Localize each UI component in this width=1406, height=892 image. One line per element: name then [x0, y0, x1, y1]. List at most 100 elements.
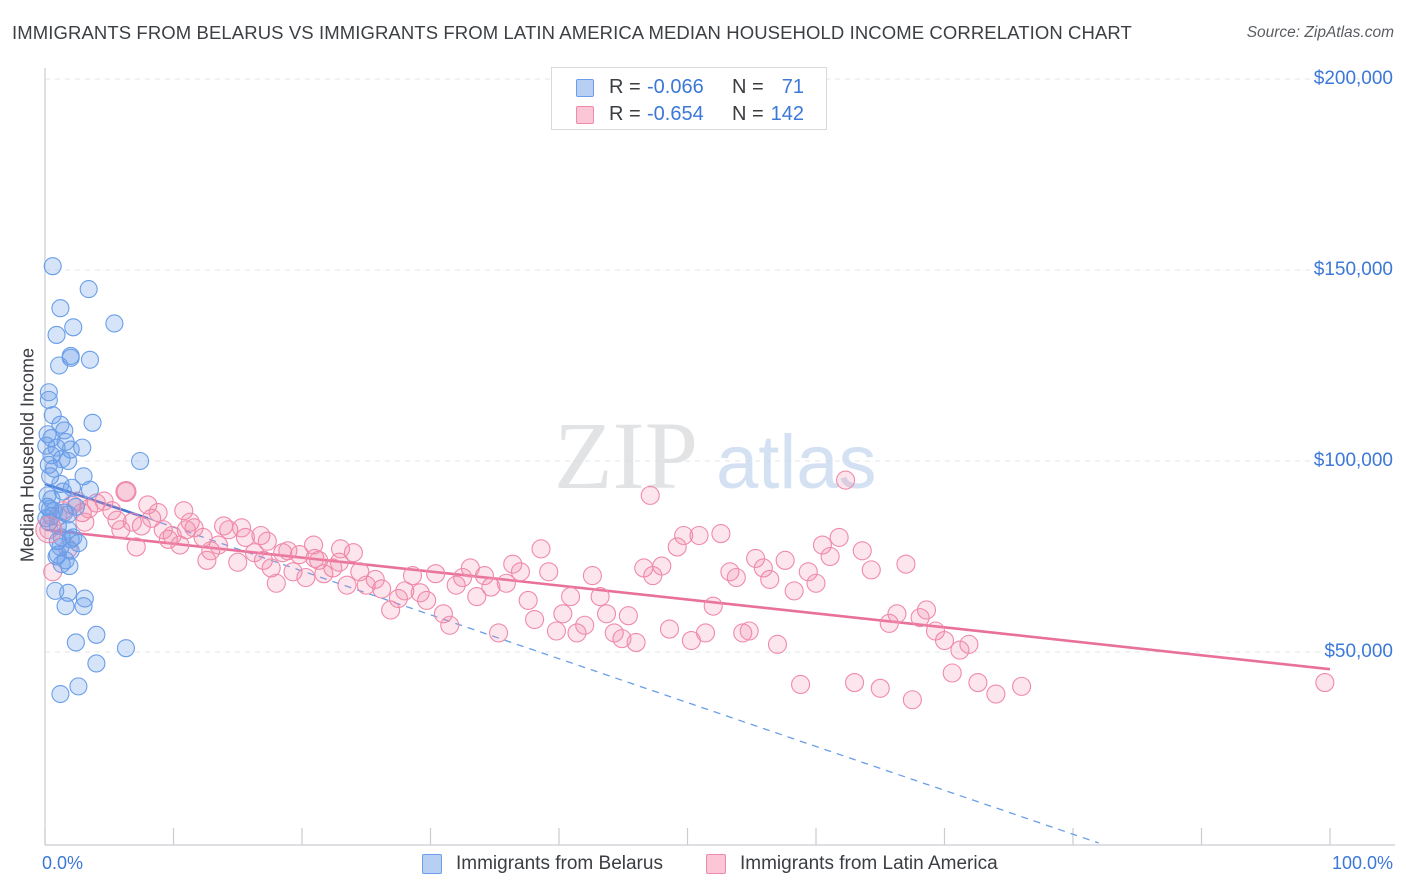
- point-latin-america: [546, 621, 566, 641]
- point-latin-america: [934, 630, 955, 651]
- point-latin-america: [126, 537, 146, 557]
- point-belarus: [80, 480, 100, 499]
- point-latin-america: [86, 493, 106, 513]
- point-latin-america: [278, 541, 298, 561]
- point-latin-america: [968, 673, 988, 693]
- point-latin-america: [232, 518, 252, 538]
- y-tick-label: $50,000: [1324, 641, 1393, 662]
- point-latin-america: [116, 482, 136, 502]
- point-latin-america: [861, 560, 881, 580]
- series-label-latin: Immigrants from Latin America: [740, 853, 998, 874]
- point-belarus: [48, 532, 67, 551]
- point-latin-america: [582, 566, 602, 586]
- point-latin-america: [812, 535, 832, 555]
- point-latin-america: [618, 606, 638, 626]
- point-latin-america: [417, 590, 437, 610]
- point-latin-america: [440, 615, 460, 635]
- point-latin-america: [162, 525, 182, 546]
- point-belarus: [47, 325, 66, 344]
- point-latin-america: [775, 550, 795, 570]
- legend-n-value: 142: [770, 103, 804, 125]
- point-latin-america: [208, 535, 229, 555]
- point-latin-america-large: [115, 481, 137, 503]
- correlation-legend: R = -0.066 N = 71 R = -0.654 N = 142: [551, 67, 827, 130]
- point-latin-america: [767, 634, 788, 654]
- point-latin-america: [612, 629, 632, 649]
- watermark: ZIP atlas: [554, 402, 877, 509]
- point-latin-america: [1012, 676, 1032, 696]
- grid-lines: [45, 78, 1395, 653]
- series-swatch-belarus: [422, 854, 442, 874]
- point-latin-america: [388, 588, 408, 609]
- point-latin-america: [75, 512, 95, 532]
- point-belarus: [74, 597, 93, 616]
- point-latin-america: [148, 503, 168, 523]
- y-tick-label: $100,000: [1313, 450, 1393, 471]
- point-latin-america: [289, 545, 309, 565]
- point-latin-america: [138, 495, 158, 515]
- point-latin-america: [481, 577, 501, 597]
- point-latin-america: [659, 619, 680, 639]
- point-latin-america: [107, 510, 127, 530]
- point-latin-america: [887, 604, 907, 624]
- point-latin-america: [896, 554, 916, 574]
- point-latin-america: [652, 556, 672, 576]
- point-latin-america: [695, 623, 716, 643]
- point-latin-america: [453, 567, 473, 588]
- point-latin-america: [94, 491, 114, 511]
- legend-r-label: R =: [609, 103, 641, 125]
- point-latin-america: [474, 566, 495, 586]
- point-latin-america: [330, 539, 351, 559]
- legend-r-value: -0.066: [647, 76, 704, 98]
- point-latin-america: [829, 527, 849, 547]
- point-latin-america: [539, 562, 559, 582]
- point-latin-america: [257, 531, 277, 551]
- point-latin-america: [1315, 673, 1335, 693]
- point-belarus: [53, 482, 73, 501]
- point-latin-america: [575, 615, 595, 635]
- point-latin-america: [703, 596, 723, 616]
- series-label-belarus: Immigrants from Belarus: [456, 853, 663, 874]
- point-belarus: [59, 583, 78, 602]
- point-latin-america: [261, 558, 281, 578]
- chart-source: Source: ZipAtlas.com: [1246, 24, 1394, 41]
- axes: [44, 68, 1395, 846]
- point-latin-america: [410, 583, 430, 603]
- point-latin-america: [266, 573, 286, 593]
- point-belarus: [116, 639, 136, 658]
- point-belarus: [66, 633, 85, 652]
- point-latin-america: [467, 587, 487, 607]
- point-latin-america: [942, 663, 962, 683]
- point-latin-america: [561, 587, 581, 607]
- point-latin-america: [503, 554, 523, 574]
- point-latin-america: [102, 501, 122, 521]
- point-belarus: [131, 451, 150, 471]
- point-latin-america: [43, 562, 63, 582]
- point-latin-america: [214, 516, 234, 536]
- point-belarus: [66, 497, 85, 516]
- point-latin-america: [870, 678, 890, 698]
- point-latin-america: [596, 604, 617, 624]
- point-belarus: [60, 556, 79, 576]
- point-latin-america: [879, 613, 899, 633]
- point-belarus: [51, 299, 70, 318]
- y-tick-label: $150,000: [1313, 259, 1393, 280]
- point-latin-america: [798, 562, 818, 582]
- point-latin-america: [228, 552, 248, 572]
- point-belarus: [55, 421, 74, 440]
- point-latin-america: [567, 623, 587, 643]
- series-swatch-latin: [706, 854, 726, 874]
- point-belarus: [73, 438, 92, 457]
- point-latin-america: [253, 550, 274, 570]
- point-belarus: [43, 257, 62, 276]
- point-latin-america: [426, 564, 446, 584]
- point-belarus: [87, 654, 106, 673]
- point-latin-america: [131, 516, 151, 536]
- point-latin-america: [309, 550, 329, 570]
- point-belarus: [41, 467, 60, 486]
- point-latin-america: [553, 604, 573, 624]
- point-latin-america: [910, 608, 930, 628]
- point-latin-america: [667, 537, 687, 557]
- point-latin-america: [337, 575, 357, 595]
